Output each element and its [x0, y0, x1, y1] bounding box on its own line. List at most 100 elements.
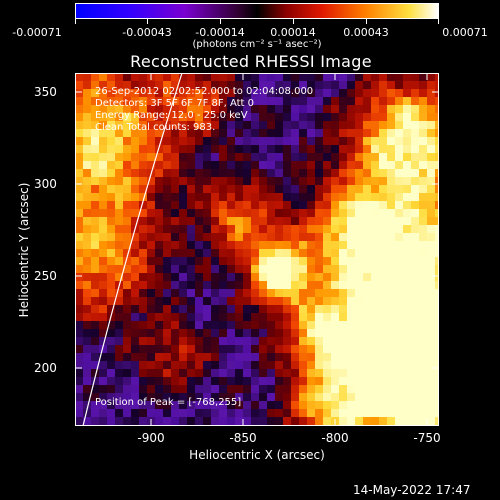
heatmap-cell: [171, 249, 179, 257]
heatmap-cell: [395, 249, 403, 257]
heatmap-cell: [147, 273, 155, 281]
heatmap-cell: [227, 249, 235, 257]
heatmap-cell: [363, 353, 371, 361]
heatmap-cell: [251, 137, 259, 145]
heatmap-cell: [427, 265, 435, 273]
heatmap-cell: [347, 329, 355, 337]
heatmap-cell: [427, 305, 435, 313]
heatmap-cell: [91, 321, 99, 329]
heatmap-cell: [339, 313, 347, 321]
heatmap-cell: [99, 297, 107, 305]
heatmap-cell: [411, 329, 419, 337]
heatmap-cell: [219, 321, 227, 329]
heatmap-cell: [299, 369, 307, 377]
heatmap-cell: [363, 241, 371, 249]
colorbar-tick: [147, 19, 148, 24]
heatmap-cell: [75, 289, 83, 297]
heatmap-cell: [411, 233, 419, 241]
heatmap-cell: [227, 97, 235, 105]
heatmap-cell: [235, 369, 243, 377]
heatmap-cell: [387, 257, 395, 265]
heatmap-cell: [395, 153, 403, 161]
y-tick-label: 300: [34, 177, 57, 191]
heatmap-cell: [171, 81, 179, 89]
heatmap-cell: [259, 121, 267, 129]
heatmap-cell: [139, 401, 147, 409]
heatmap-cell: [411, 369, 419, 377]
heatmap-cell: [179, 201, 187, 209]
heatmap-cell: [315, 89, 323, 97]
heatmap-cell: [171, 145, 179, 153]
heatmap-cell: [275, 361, 283, 369]
heatmap-cell: [163, 193, 171, 201]
heatmap-cell: [291, 265, 299, 273]
heatmap-cell: [275, 369, 283, 377]
heatmap-cell: [403, 209, 411, 217]
heatmap-cell: [323, 113, 331, 121]
heatmap-cell: [179, 385, 187, 393]
heatmap-cell: [299, 89, 307, 97]
heatmap-cell: [147, 385, 155, 393]
heatmap-cell: [347, 121, 355, 129]
heatmap-cell: [147, 241, 155, 249]
heatmap-cell: [283, 337, 291, 345]
heatmap-cell: [291, 401, 299, 409]
heatmap-cell: [283, 97, 291, 105]
heatmap-cell: [315, 233, 323, 241]
heatmap-cell: [203, 313, 211, 321]
heatmap-cell: [275, 257, 283, 265]
heatmap-cell: [211, 273, 219, 281]
heatmap-cell: [323, 81, 331, 89]
heatmap-cell: [259, 385, 267, 393]
heatmap-cell: [227, 281, 235, 289]
heatmap-cell: [395, 297, 403, 305]
heatmap-cell: [403, 393, 411, 401]
heatmap-cell: [179, 401, 187, 409]
heatmap-cell: [323, 265, 331, 273]
heatmap-cell: [283, 81, 291, 89]
heatmap-cell: [227, 177, 235, 185]
heatmap-cell: [371, 273, 379, 281]
heatmap-cell: [411, 393, 419, 401]
heatmap-cell: [275, 121, 283, 129]
heatmap-cell: [227, 89, 235, 97]
heatmap-cell: [251, 217, 259, 225]
heatmap-cell: [107, 113, 115, 121]
heatmap-cell: [363, 129, 371, 137]
heatmap-cell: [107, 289, 115, 297]
heatmap-cell: [315, 393, 323, 401]
heatmap-cell: [187, 249, 195, 257]
heatmap-cell: [355, 113, 363, 121]
heatmap-cell: [155, 377, 163, 385]
heatmap-cell: [203, 417, 211, 425]
heatmap-cell: [291, 177, 299, 185]
heatmap-cell: [139, 273, 147, 281]
heatmap-cell: [315, 345, 323, 353]
heatmap-cell: [243, 217, 251, 225]
heatmap-cell: [299, 113, 307, 121]
heatmap-cell: [99, 145, 107, 153]
heatmap-cell: [75, 265, 83, 273]
heatmap-cell: [235, 105, 243, 113]
heatmap-cell: [107, 161, 115, 169]
heatmap-cell: [315, 225, 323, 233]
heatmap-cell: [195, 89, 203, 97]
heatmap-cell: [427, 97, 435, 105]
heatmap-cell: [179, 409, 187, 417]
heatmap-cell: [291, 161, 299, 169]
heatmap-cell: [307, 161, 315, 169]
heatmap-cell: [219, 369, 227, 377]
heatmap-cell: [171, 169, 179, 177]
heatmap-cell: [211, 233, 219, 241]
heatmap-cell: [99, 425, 107, 426]
heatmap-cell: [427, 201, 435, 209]
heatmap-cell: [187, 353, 195, 361]
heatmap-cell: [267, 337, 275, 345]
heatmap-cell: [219, 345, 227, 353]
heatmap-cell: [275, 233, 283, 241]
heatmap-cell: [131, 377, 139, 385]
heatmap-cell: [99, 241, 107, 249]
heatmap-cell: [99, 137, 107, 145]
heatmap-cell: [203, 217, 211, 225]
heatmap-cell: [211, 81, 219, 89]
